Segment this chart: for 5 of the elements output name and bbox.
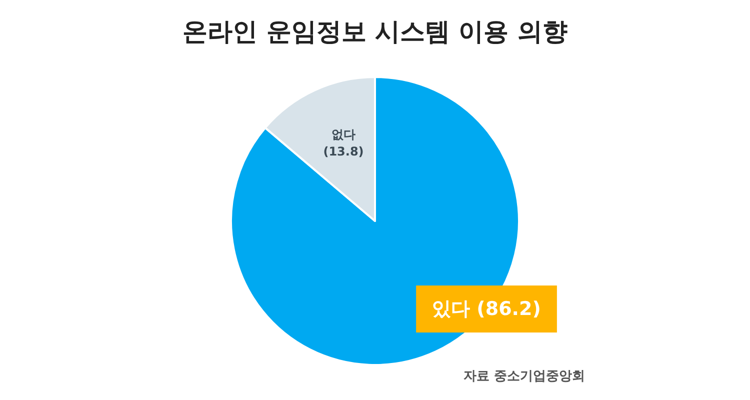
data-label: (13.8) <box>323 144 364 158</box>
chart-title: 온라인 운임정보 시스템 이용 의향 <box>182 17 568 46</box>
slice-label: 없다 <box>331 127 356 142</box>
text: 자료 중소기업중앙회 <box>463 369 586 384</box>
slice-label: 있다 (86.2) <box>432 298 541 320</box>
